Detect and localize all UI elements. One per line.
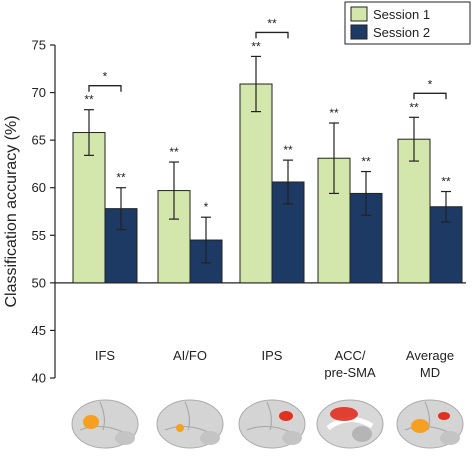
comparison-label: *	[428, 77, 433, 91]
category-label: Average	[406, 348, 454, 363]
brain-region-highlight	[279, 411, 293, 421]
comparison-bracket	[255, 31, 289, 39]
y-tick-label: 60	[32, 180, 46, 195]
significance-label: **	[283, 143, 293, 157]
category-label: pre-SMA	[324, 365, 376, 380]
category-label: MD	[420, 365, 440, 380]
brain-region-highlight	[411, 419, 429, 433]
y-tick-label: 45	[32, 323, 46, 338]
significance-label: *	[204, 200, 209, 214]
legend-label: Session 1	[373, 7, 430, 22]
bars	[72, 55, 463, 284]
bar	[72, 132, 106, 284]
brain-cerebellum	[115, 431, 135, 445]
significance-label: **	[251, 39, 261, 53]
significance-label: **	[409, 100, 419, 114]
brain-cerebellum	[282, 431, 302, 445]
y-tick-label: 50	[32, 275, 46, 290]
y-tick-label: 65	[32, 133, 46, 148]
category-label: IPS	[262, 348, 283, 363]
y-tick-label: 40	[32, 371, 46, 386]
legend-swatch	[350, 6, 368, 22]
significance-label: **	[441, 175, 451, 189]
brain-icon	[71, 399, 139, 449]
brain-icons	[71, 399, 464, 449]
significance-label: **	[169, 145, 179, 159]
category-label: AI/FO	[173, 348, 207, 363]
y-tick-label: 75	[32, 38, 46, 53]
brain-sulcus	[246, 425, 291, 433]
brain-icon	[238, 399, 306, 449]
significance-label: **	[84, 93, 94, 107]
brain-sulcus	[266, 401, 273, 431]
labels: Classification accuracy (%)****IFS***AI/…	[3, 16, 454, 380]
comparison-label: *	[103, 70, 108, 84]
brain-region-highlight	[438, 412, 450, 420]
legend-swatch	[350, 24, 368, 40]
brain-icon	[396, 399, 464, 449]
category-label: IFS	[95, 348, 116, 363]
significance-label: **	[361, 155, 371, 169]
y-axis-label: Classification accuracy (%)	[3, 115, 20, 307]
comparison-label: **	[267, 16, 277, 30]
brain-sulcus	[99, 401, 106, 431]
bar	[239, 83, 273, 284]
significance-label: **	[329, 106, 339, 120]
brain-cerebellum	[352, 426, 372, 442]
comparison-bracket	[413, 92, 447, 100]
brain-cerebellum	[440, 431, 460, 445]
legend-label: Session 2	[373, 25, 430, 40]
bar	[397, 138, 431, 284]
category-label: ACC/	[334, 348, 365, 363]
brain-region-highlight	[83, 415, 99, 429]
brain-sulcus	[79, 425, 124, 433]
brain-icon	[156, 399, 224, 449]
brain-region-highlight	[176, 424, 184, 432]
y-tick-label: 70	[32, 85, 46, 100]
brain-cerebellum	[200, 431, 220, 445]
brain-sulcus	[164, 425, 209, 433]
brain-icon	[316, 399, 384, 449]
brain-region-highlight	[330, 407, 358, 421]
comparison-bracket	[88, 85, 122, 92]
significance-label: **	[116, 171, 126, 185]
legend: Session 1 Session 2	[344, 1, 471, 45]
brain-sulcus	[184, 401, 191, 431]
y-tick-label: 55	[32, 228, 46, 243]
